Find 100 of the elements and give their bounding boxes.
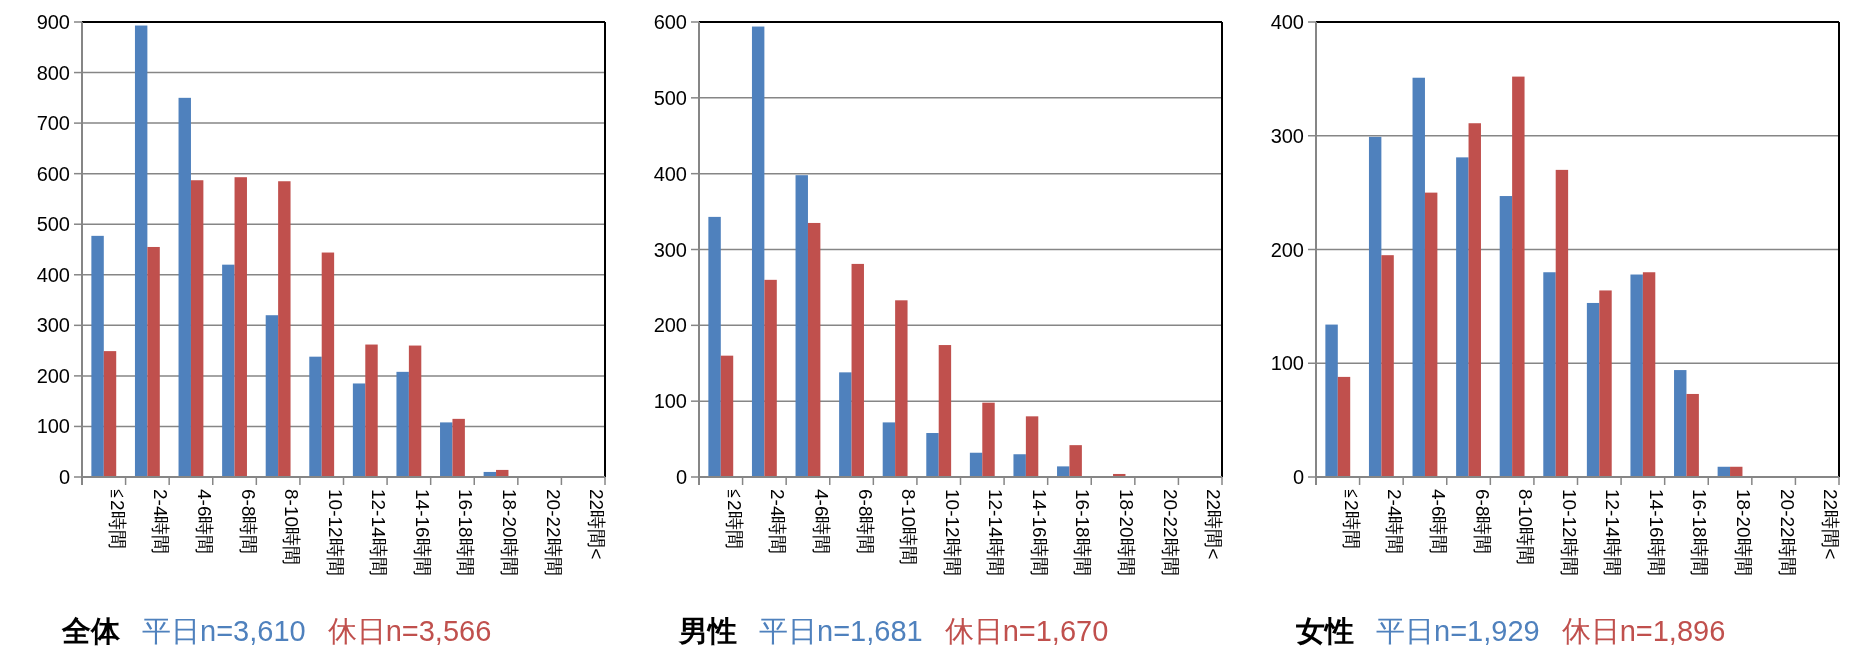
bar	[839, 372, 852, 477]
bar	[91, 235, 104, 477]
x-tick-label: 20-22時間	[542, 489, 564, 576]
bar	[1456, 157, 1469, 477]
y-tick-label: 100	[36, 415, 70, 438]
y-tick-label: 0	[58, 466, 70, 488]
y-tick-label: 300	[1270, 124, 1304, 147]
bar	[396, 371, 409, 477]
bar	[1069, 445, 1082, 477]
bar	[764, 279, 777, 477]
y-tick-label: 400	[36, 263, 70, 286]
bar	[1057, 466, 1070, 477]
x-tick-label: 20-22時間	[1776, 489, 1798, 576]
bar	[708, 216, 721, 477]
bar	[1368, 136, 1382, 477]
y-tick-label: 200	[36, 364, 70, 387]
bar	[147, 246, 160, 477]
x-tick-label: 2-4時間	[767, 489, 789, 555]
bar	[1499, 196, 1513, 477]
x-tick-label: 8-10時間	[898, 489, 920, 566]
x-tick-label: ≦2時間	[106, 489, 128, 549]
x-tick-label: 16-18時間	[1689, 489, 1711, 576]
x-tick-label: 14-16時間	[411, 489, 433, 576]
text: 休日n=1,896	[1561, 615, 1726, 647]
bar	[969, 452, 983, 477]
x-tick-label: 14-16時間	[1028, 489, 1050, 576]
x-tick-label: 18-20時間	[1733, 489, 1755, 576]
y-tick-label: 600	[653, 11, 687, 33]
y-tick-label: 900	[36, 11, 70, 33]
x-tick-label: 14-16時間	[1645, 489, 1667, 576]
bar	[1025, 416, 1039, 477]
text: 平日n=3,610	[142, 615, 306, 647]
bar	[1555, 169, 1569, 477]
x-tick-label: 4-6時間	[1427, 489, 1449, 555]
x-tick-label: ≦2時間	[723, 489, 745, 549]
bar	[938, 345, 952, 477]
x-tick-label: 4-6時間	[810, 489, 832, 555]
x-tick-label: 6-8時間	[237, 489, 259, 555]
bar	[1325, 324, 1338, 477]
x-tick-label: 12-14時間	[368, 489, 390, 576]
y-tick-label: 500	[36, 213, 70, 236]
bar	[190, 180, 204, 477]
x-tick-label: 18-20時間	[499, 489, 521, 576]
x-tick-label: 8-10時間	[1515, 489, 1537, 566]
bar	[134, 25, 148, 477]
x-tick-label: 10-12時間	[1558, 489, 1580, 576]
y-tick-label: 500	[653, 86, 687, 109]
bar	[1412, 77, 1425, 477]
bar	[1512, 76, 1525, 477]
y-tick-label: 200	[653, 314, 687, 337]
bar	[309, 356, 322, 477]
bar	[1642, 272, 1656, 477]
text: 男性	[678, 615, 737, 647]
x-tick-label: 10-12時間	[941, 489, 963, 576]
bar	[222, 264, 235, 477]
bar	[795, 175, 808, 477]
bar	[1468, 123, 1481, 477]
bar	[751, 26, 765, 477]
bar	[720, 355, 734, 477]
bar	[452, 418, 465, 477]
y-tick-label: 100	[653, 390, 687, 413]
bar	[321, 252, 335, 477]
y-tick-label: 100	[1270, 352, 1304, 375]
bar	[1543, 272, 1556, 477]
x-tick-label: 2-4時間	[1384, 489, 1406, 555]
x-tick-label: 6-8時間	[1471, 489, 1493, 555]
bar	[882, 422, 896, 477]
bar	[1337, 376, 1351, 477]
x-tick-label: 22時間<	[586, 489, 608, 560]
x-tick-label: 6-8時間	[854, 489, 876, 555]
x-tick-label: 22時間<	[1820, 489, 1842, 560]
y-tick-label: 800	[36, 61, 70, 84]
bar	[365, 344, 378, 477]
bar	[103, 351, 117, 477]
x-tick-label: ≦2時間	[1340, 489, 1362, 549]
bar	[1686, 393, 1699, 477]
bar	[1674, 370, 1687, 477]
x-tick-label: 12-14時間	[1602, 489, 1624, 576]
bar	[408, 345, 422, 477]
y-tick-label: 300	[653, 238, 687, 261]
x-tick-label: 18-20時間	[1116, 489, 1138, 576]
bar	[178, 97, 191, 477]
x-tick-label: 8-10時間	[281, 489, 303, 566]
y-tick-label: 400	[1270, 11, 1304, 33]
y-tick-label: 0	[1292, 466, 1304, 488]
bar	[926, 433, 939, 477]
y-tick-label: 300	[36, 314, 70, 337]
y-tick-label: 700	[36, 112, 70, 135]
y-tick-label: 400	[653, 162, 687, 185]
text: 休日n=1,670	[944, 615, 1109, 647]
y-tick-label: 600	[36, 162, 70, 185]
y-tick-label: 0	[675, 466, 687, 488]
bar	[807, 222, 821, 477]
x-tick-label: 10-12時間	[324, 489, 346, 576]
x-tick-label: 16-18時間	[455, 489, 477, 576]
bar	[1599, 290, 1612, 477]
x-tick-label: 16-18時間	[1072, 489, 1094, 576]
text: 全体	[61, 615, 121, 647]
bar	[440, 422, 453, 477]
x-tick-label: 12-14時間	[985, 489, 1007, 576]
